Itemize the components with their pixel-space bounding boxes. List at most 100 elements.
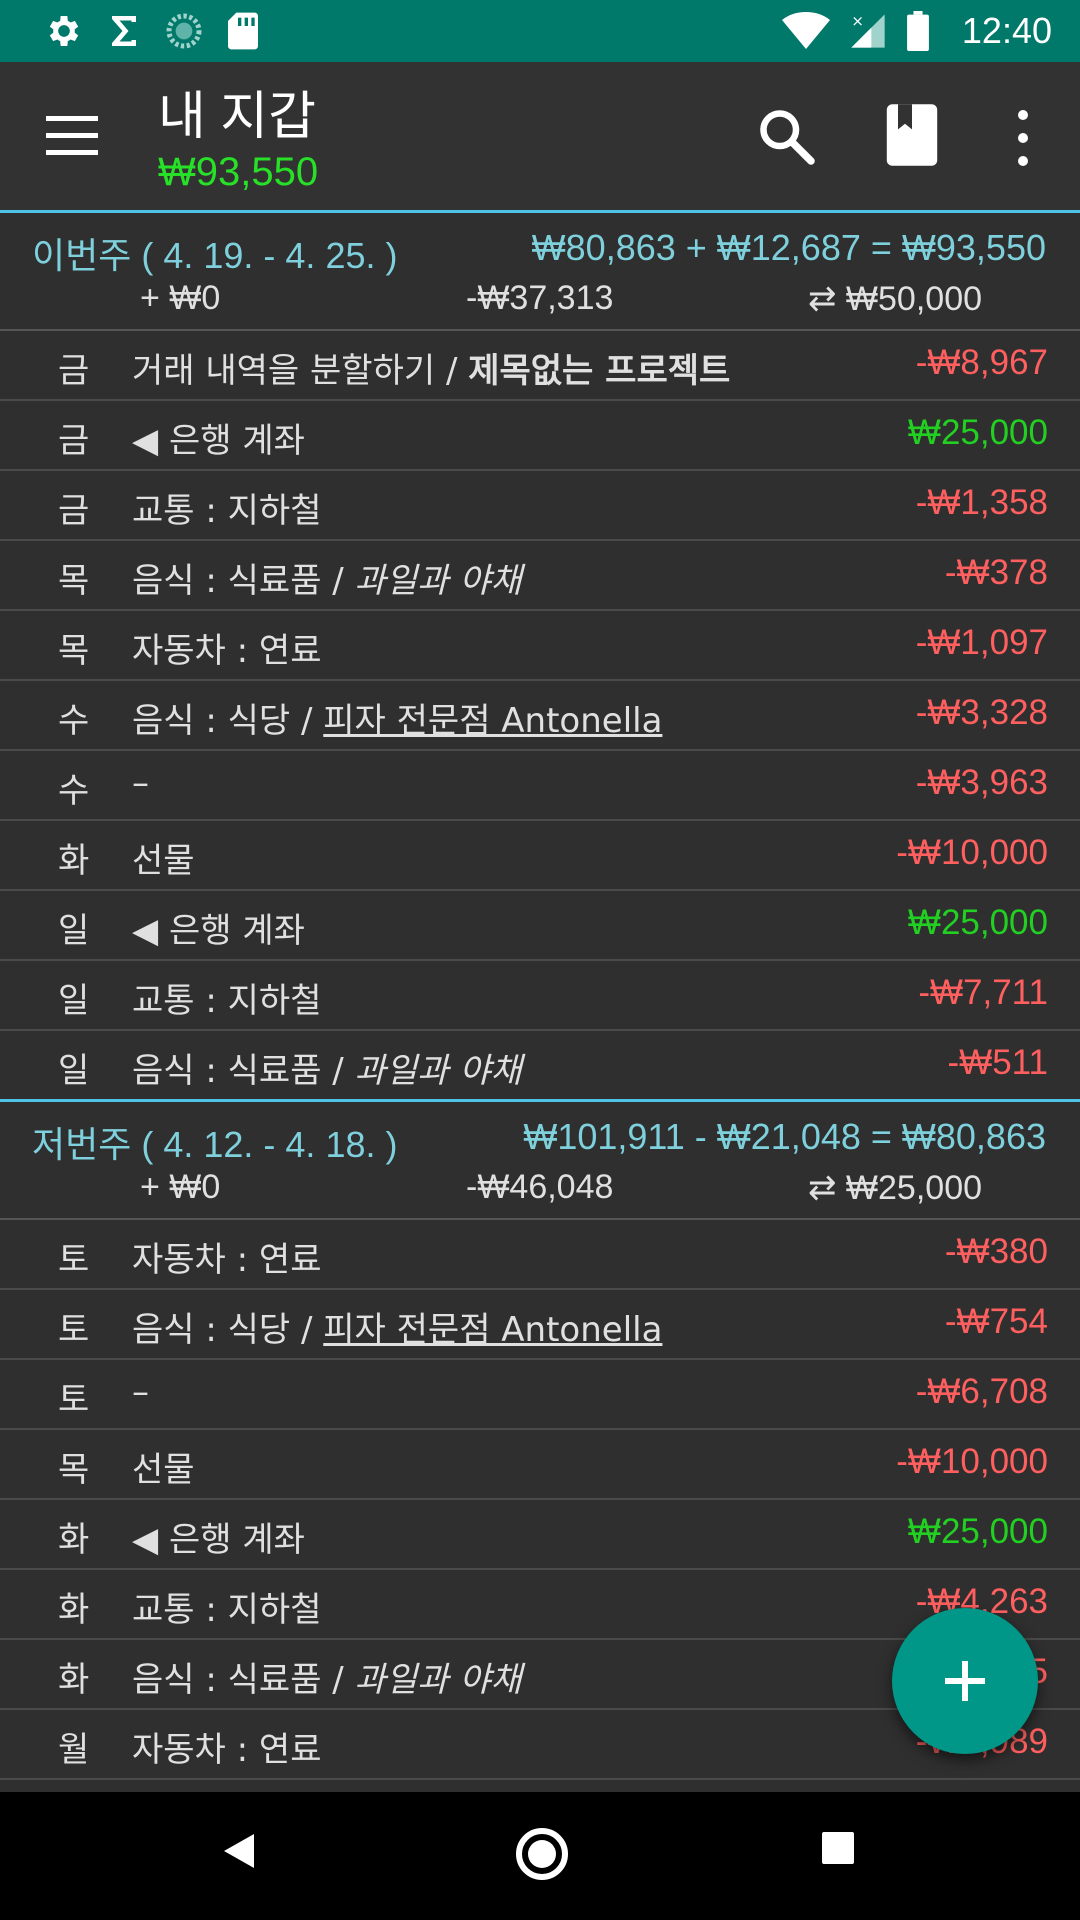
row-amount: -₩10,000 <box>896 1442 1048 1481</box>
transaction-row[interactable]: 일 음식 : 식료품 / 과일과 야채 -₩511 <box>0 1031 1080 1099</box>
row-amount: -₩8,967 <box>915 343 1048 382</box>
week-income: + ₩0 <box>140 1168 221 1206</box>
transaction-row[interactable]: 토 음식 : 식당 / 피자 전문점 Antonella -₩754 <box>0 1290 1080 1360</box>
row-amount: -₩10,000 <box>896 833 1048 872</box>
row-amount: -₩3,963 <box>915 763 1048 802</box>
week-header[interactable]: 저번주 ( 4. 12. - 4. 18. ) ₩101,911 - ₩21,0… <box>0 1099 1080 1220</box>
wallet-balance: ₩93,550 <box>158 150 319 194</box>
row-day: 화 <box>58 1520 90 1560</box>
row-amount: -₩7,711 <box>918 973 1048 1012</box>
sync-progress-icon <box>166 13 202 49</box>
row-description: 음식 : 식당 / 피자 전문점 Antonella <box>132 1310 663 1350</box>
row-day: 목 <box>58 631 90 671</box>
row-day: 일 <box>58 1051 90 1091</box>
transaction-row[interactable]: 화 ◀ 은행 계좌 ₩25,000 <box>0 1500 1080 1570</box>
row-day: 금 <box>58 421 90 461</box>
sigma-icon <box>112 16 136 46</box>
row-amount: ₩25,000 <box>907 413 1048 452</box>
row-day: 화 <box>58 1660 90 1700</box>
status-bar: × 12:40 <box>0 0 1080 62</box>
transaction-row[interactable]: 금 ◀ 은행 계좌 ₩25,000 <box>0 401 1080 471</box>
row-amount: -₩1,358 <box>915 483 1048 522</box>
transaction-row[interactable]: 목 음식 : 식료품 / 과일과 야채 -₩378 <box>0 541 1080 611</box>
transaction-list[interactable]: 이번주 ( 4. 19. - 4. 25. ) ₩80,863 + ₩12,68… <box>0 213 1080 1780</box>
row-description: 자동차 : 연료 <box>132 1730 322 1770</box>
transaction-row[interactable]: 토 – -₩6,708 <box>0 1360 1080 1430</box>
transaction-row[interactable]: 금 거래 내역을 분할하기 / 제목없는 프로젝트 -₩8,967 <box>0 331 1080 401</box>
row-amount: -₩3,328 <box>915 693 1048 732</box>
row-day: 수 <box>58 701 90 741</box>
transaction-row[interactable]: 화 선물 -₩10,000 <box>0 821 1080 891</box>
wallet-title: 내 지갑 <box>158 88 316 146</box>
row-note: 과일과 야채 <box>354 561 522 601</box>
wifi-icon <box>781 12 830 49</box>
transaction-row[interactable]: 수 음식 : 식당 / 피자 전문점 Antonella -₩3,328 <box>0 681 1080 751</box>
cell-signal-icon: × <box>851 12 885 48</box>
row-description: 거래 내역을 분할하기 / 제목없는 프로젝트 <box>132 351 731 391</box>
row-description: ◀ 은행 계좌 <box>132 1520 305 1560</box>
row-description: 교통 : 지하철 <box>132 981 322 1021</box>
system-nav-bar <box>0 1792 1080 1920</box>
row-day: 토 <box>58 1310 90 1350</box>
row-amount: -₩378 <box>944 553 1048 592</box>
transaction-row[interactable]: 일 ◀ 은행 계좌 ₩25,000 <box>0 891 1080 961</box>
week-label: 이번주 ( 4. 19. - 4. 25. ) <box>32 235 398 276</box>
row-amount: -₩6,708 <box>915 1372 1048 1411</box>
row-day: 수 <box>58 771 90 811</box>
back-icon[interactable] <box>222 1832 256 1870</box>
battery-icon <box>906 11 929 51</box>
transaction-row[interactable]: 일 교통 : 지하철 -₩7,711 <box>0 961 1080 1031</box>
week-income: + ₩0 <box>140 279 221 317</box>
svg-text:×: × <box>851 12 864 30</box>
row-description: 교통 : 지하철 <box>132 491 322 531</box>
transaction-row[interactable]: 목 선물 -₩10,000 <box>0 1430 1080 1500</box>
row-day: 토 <box>58 1380 90 1420</box>
row-description: 자동차 : 연료 <box>132 631 322 671</box>
gear-icon <box>49 16 79 46</box>
row-day: 일 <box>58 981 90 1021</box>
week-expense: -₩37,313 <box>466 279 614 317</box>
week-header[interactable]: 이번주 ( 4. 19. - 4. 25. ) ₩80,863 + ₩12,68… <box>0 213 1080 331</box>
add-transaction-button[interactable] <box>892 1608 1038 1754</box>
week-label: 저번주 ( 4. 12. - 4. 18. ) <box>32 1124 398 1165</box>
row-description: – <box>132 1372 149 1412</box>
transaction-row[interactable]: 목 자동차 : 연료 -₩1,097 <box>0 611 1080 681</box>
home-icon[interactable] <box>516 1828 568 1880</box>
transaction-row[interactable]: 금 교통 : 지하철 -₩1,358 <box>0 471 1080 541</box>
search-icon[interactable] <box>756 106 816 166</box>
menu-icon[interactable] <box>46 116 98 156</box>
row-description: 자동차 : 연료 <box>132 1240 322 1280</box>
row-note: 과일과 야채 <box>354 1660 522 1700</box>
row-amount: -₩511 <box>947 1043 1049 1082</box>
row-day: 금 <box>58 351 90 391</box>
more-vert-icon[interactable] <box>1010 110 1036 166</box>
row-payee: 피자 전문점 Antonella <box>323 701 663 741</box>
row-amount: -₩754 <box>944 1302 1048 1341</box>
row-project: 제목없는 프로젝트 <box>468 351 731 391</box>
status-time: 12:40 <box>961 10 1052 51</box>
row-description: 선물 <box>132 841 195 881</box>
row-amount: ₩25,000 <box>907 1512 1048 1551</box>
row-day: 화 <box>58 1590 90 1630</box>
row-day: 화 <box>58 841 90 881</box>
row-day: 목 <box>58 1450 90 1490</box>
week-transfer: ⇄ ₩25,000 <box>808 1169 983 1207</box>
transaction-row[interactable]: 수 – -₩3,963 <box>0 751 1080 821</box>
row-day: 금 <box>58 491 90 531</box>
recent-apps-icon[interactable] <box>822 1832 854 1864</box>
row-day: 월 <box>58 1730 90 1770</box>
row-description: 교통 : 지하철 <box>132 1590 322 1630</box>
transaction-row[interactable]: 토 자동차 : 연료 -₩380 <box>0 1220 1080 1290</box>
row-description: 음식 : 식료품 / 과일과 야채 <box>132 1051 522 1091</box>
row-payee: 피자 전문점 Antonella <box>323 1310 663 1350</box>
row-description: 음식 : 식료품 / 과일과 야채 <box>132 561 522 601</box>
app-bar: 내 지갑 ₩93,550 <box>0 62 1080 213</box>
week-expense: -₩46,048 <box>466 1168 614 1206</box>
row-description: ◀ 은행 계좌 <box>132 911 305 951</box>
week-balance-formula: ₩80,863 + ₩12,687 = ₩93,550 <box>531 227 1046 268</box>
row-description: – <box>132 763 149 803</box>
row-description: 음식 : 식료품 / 과일과 야채 <box>132 1660 522 1700</box>
book-icon[interactable] <box>884 104 940 166</box>
row-description: 음식 : 식당 / 피자 전문점 Antonella <box>132 701 663 741</box>
row-description: ◀ 은행 계좌 <box>132 421 305 461</box>
